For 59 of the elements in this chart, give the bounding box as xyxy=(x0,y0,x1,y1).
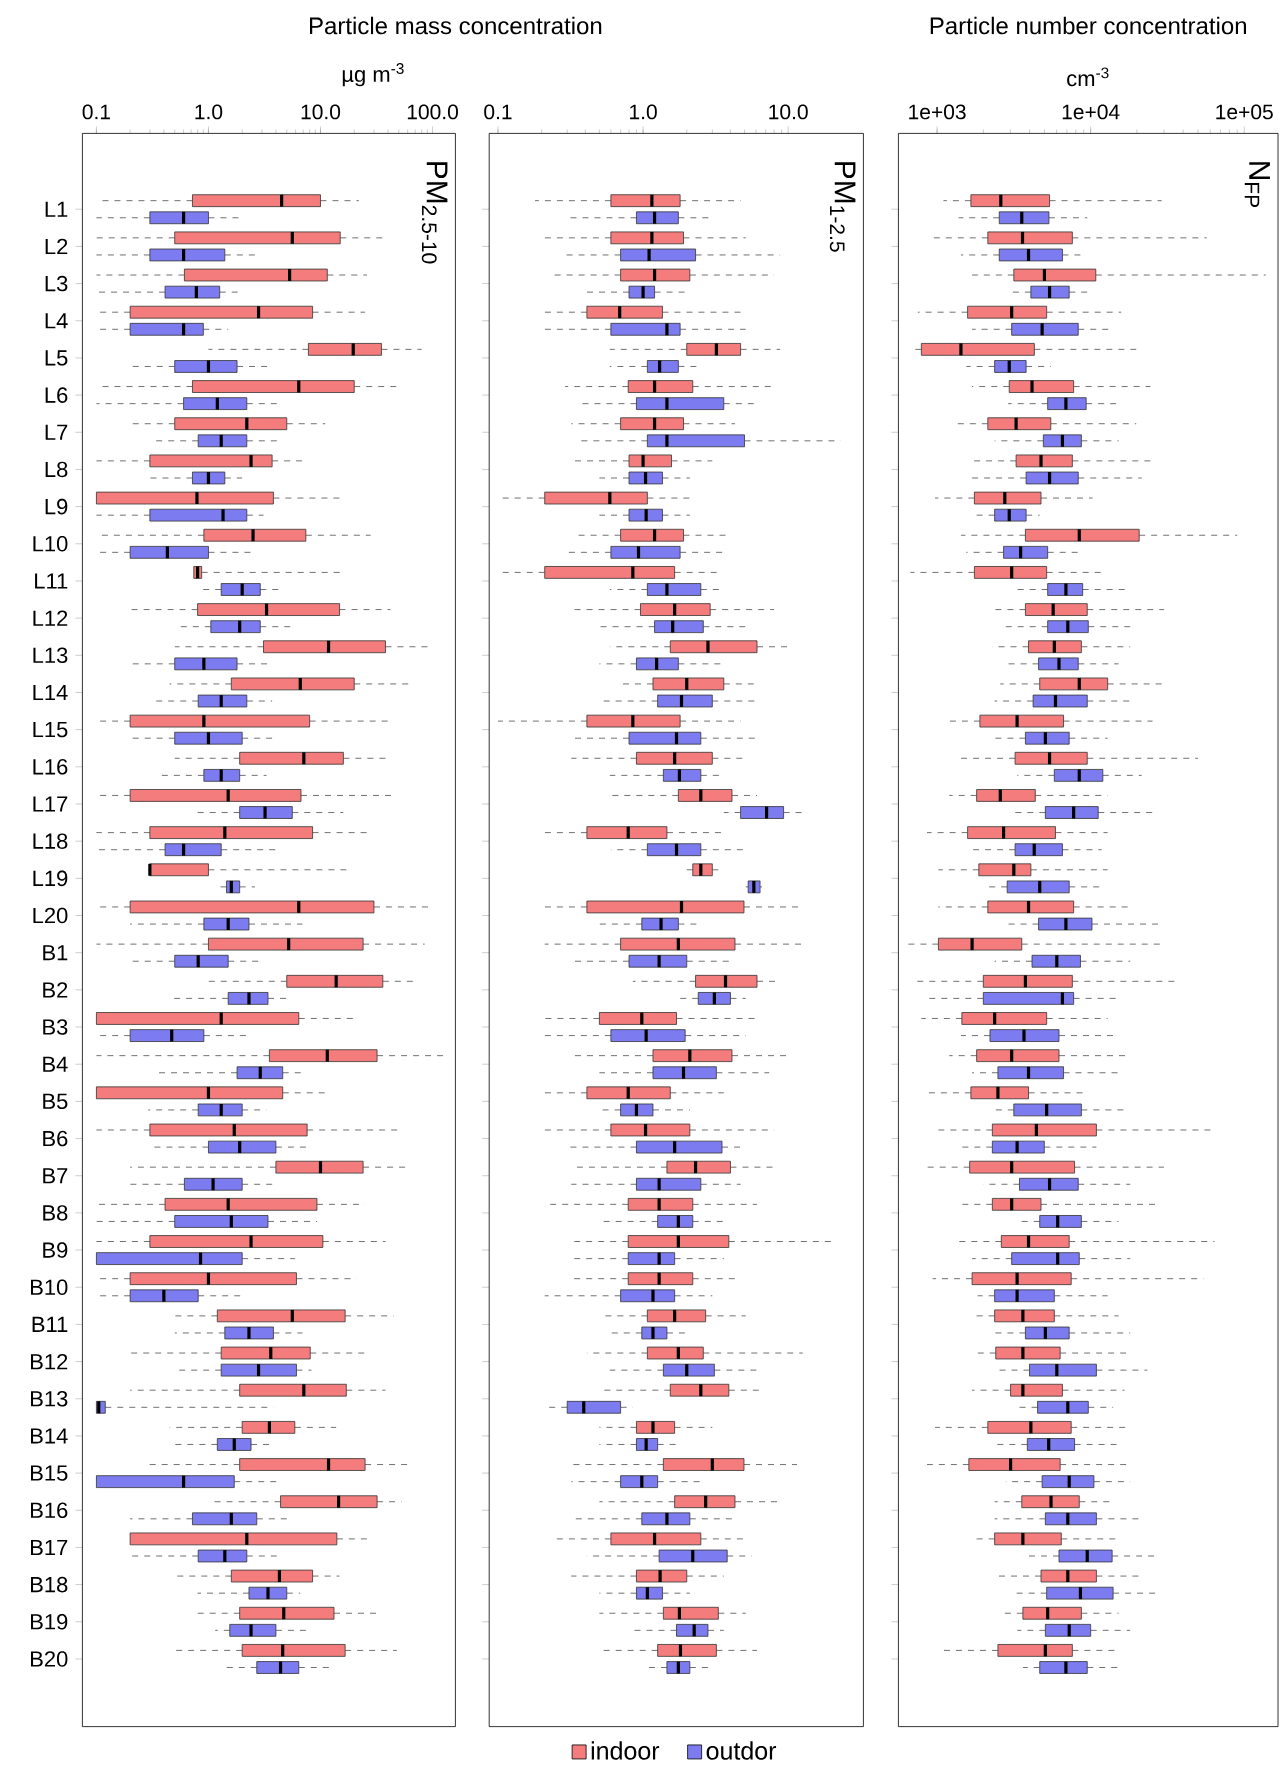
y-tick-label: B1 xyxy=(43,945,68,961)
legend-label: outdor xyxy=(706,1741,776,1760)
chart-title: Particle number concentration xyxy=(930,16,1246,35)
y-tick-label: L17 xyxy=(33,796,68,812)
annotation: PM$_{1-2.5}$ xyxy=(829,162,856,252)
x-tick-label: 10.0 xyxy=(769,104,808,120)
x-tick-label: 100.0 xyxy=(407,104,458,120)
y-tick-label: L4 xyxy=(45,313,68,329)
y-tick-label: L14 xyxy=(33,684,68,701)
x-tick-label: 0.1 xyxy=(82,104,110,120)
y-tick-label: B2 xyxy=(43,982,68,998)
y-tick-label: B16 xyxy=(30,1502,68,1519)
y-tick-label: B10 xyxy=(30,1279,68,1296)
y-tick-label: L19 xyxy=(33,870,68,887)
y-tick-label: L16 xyxy=(33,759,68,775)
y-tick-label: L2 xyxy=(45,238,68,255)
y-tick-label: B5 xyxy=(43,1093,68,1110)
y-tick-label: L15 xyxy=(33,721,68,738)
y-tick-label: B17 xyxy=(30,1539,68,1556)
y-tick-label: B4 xyxy=(43,1056,68,1072)
y-tick-label: L3 xyxy=(45,275,68,292)
y-tick-label: B6 xyxy=(43,1130,68,1147)
y-tick-label: B15 xyxy=(30,1465,68,1481)
legend-label: indoor xyxy=(591,1741,659,1760)
y-tick-label: B12 xyxy=(30,1353,68,1370)
chart-title: Particle mass concentration xyxy=(309,16,602,35)
y-tick-label: L11 xyxy=(34,573,68,589)
y-tick-label: L10 xyxy=(33,536,68,552)
x-tick-label: 0.1 xyxy=(484,104,512,120)
x-axis-title: cm$^{-3}$ xyxy=(1066,67,1109,87)
y-tick-label: B18 xyxy=(30,1576,68,1593)
y-tick-label: L20 xyxy=(33,907,68,924)
x-axis-title: µg m$^{-3}$ xyxy=(342,63,404,87)
y-tick-label: B9 xyxy=(43,1242,68,1258)
y-tick-label: L1 xyxy=(45,201,68,217)
y-tick-label: L5 xyxy=(45,350,68,366)
y-tick-label: L7 xyxy=(45,424,68,440)
y-tick-label: B7 xyxy=(43,1168,68,1184)
x-tick-label: 1e+05 xyxy=(1216,104,1273,120)
y-tick-label: L6 xyxy=(45,387,68,403)
y-tick-label: B19 xyxy=(30,1614,68,1630)
annotation: PM$_{2.5-10}$ xyxy=(421,162,448,264)
y-tick-label: L13 xyxy=(33,647,68,664)
y-tick-label: B14 xyxy=(30,1428,68,1444)
x-tick-label: 1e+03 xyxy=(909,104,966,120)
y-tick-label: B3 xyxy=(43,1019,68,1035)
y-tick-label: L12 xyxy=(33,610,68,626)
y-tick-label: L8 xyxy=(45,461,68,478)
y-tick-label: L18 xyxy=(33,833,68,849)
x-tick-label: 1e+04 xyxy=(1062,104,1120,120)
x-tick-label: 1.0 xyxy=(195,104,223,120)
y-tick-label: L9 xyxy=(45,498,68,515)
y-tick-label: B8 xyxy=(43,1205,68,1221)
y-tick-label: B11 xyxy=(32,1316,68,1332)
y-tick-label: B20 xyxy=(30,1651,68,1667)
annotation: N$_{FP}$ xyxy=(1244,162,1270,208)
y-tick-label: B13 xyxy=(30,1390,68,1407)
x-tick-label: 10.0 xyxy=(301,104,340,120)
x-tick-label: 1.0 xyxy=(629,104,657,120)
